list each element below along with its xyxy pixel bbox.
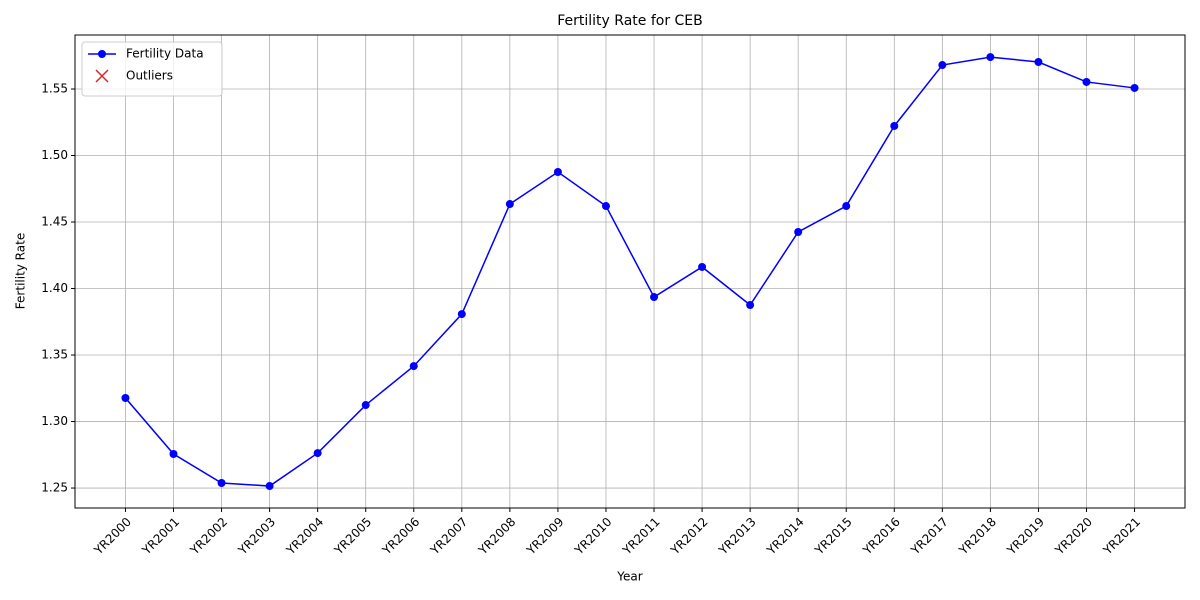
- y-tick-label: 1.45: [41, 215, 68, 229]
- x-tick-label: YR2004: [283, 515, 326, 558]
- x-tick-label: YR2000: [91, 515, 134, 558]
- x-tick-label: YR2018: [956, 515, 999, 558]
- y-axis-label: Fertility Rate: [14, 233, 28, 309]
- marker: [95, 69, 109, 83]
- marker: [842, 202, 851, 211]
- marker: [746, 301, 755, 310]
- legend-label: Fertility Data: [126, 47, 204, 61]
- chart-title: Fertility Rate for CEB: [557, 13, 703, 29]
- legend-box: [81, 41, 223, 97]
- marker: [1130, 83, 1139, 92]
- x-tick-label: YR2002: [187, 515, 230, 558]
- y-tick-label: 1.25: [41, 481, 68, 495]
- legend-marker: [95, 69, 109, 83]
- marker: [457, 310, 466, 319]
- x-tick-label: YR2010: [571, 515, 614, 558]
- x-tick-label: YR2001: [139, 515, 182, 558]
- marker: [890, 121, 899, 130]
- x-tick-label: YR2020: [1052, 515, 1095, 558]
- marker: [121, 393, 130, 402]
- marker: [217, 478, 226, 487]
- x-tick-label: YR2015: [812, 515, 855, 558]
- x-tick-label: YR2003: [235, 515, 278, 558]
- y-tick-label: 1.30: [41, 414, 68, 428]
- y-tick-label: 1.50: [41, 148, 68, 162]
- x-tick-label: YR2005: [331, 515, 374, 558]
- marker: [794, 227, 803, 236]
- marker: [505, 200, 514, 209]
- marker: [601, 202, 610, 211]
- x-tick-label: YR2017: [908, 515, 951, 558]
- x-tick-label: YR2019: [1004, 515, 1047, 558]
- x-tick-label: YR2007: [427, 515, 470, 558]
- y-tick-label: 1.35: [41, 348, 68, 362]
- legend-label: Outliers: [126, 69, 173, 83]
- x-tick-label: YR2006: [379, 515, 422, 558]
- y-tick-label: 1.55: [41, 82, 68, 96]
- marker: [1082, 77, 1091, 86]
- marker: [1034, 58, 1043, 67]
- marker: [698, 262, 707, 271]
- x-tick-label: YR2014: [763, 515, 806, 558]
- marker: [313, 449, 322, 458]
- y-tick-label: 1.40: [41, 281, 68, 295]
- marker: [98, 50, 106, 58]
- x-tick-label: YR2021: [1100, 515, 1143, 558]
- x-tick-label: YR2016: [860, 515, 903, 558]
- marker: [361, 401, 370, 410]
- x-tick-label: YR2011: [619, 515, 662, 558]
- x-axis-label: Year: [616, 570, 642, 584]
- x-tick-label: YR2009: [523, 515, 566, 558]
- marker: [986, 53, 995, 62]
- x-tick-label: YR2012: [667, 515, 710, 558]
- series-line: [124, 56, 1135, 487]
- marker: [553, 168, 562, 177]
- marker: [409, 362, 418, 371]
- plot-frame: [74, 34, 1186, 509]
- x-tick-label: YR2008: [475, 515, 518, 558]
- legend-marker: [98, 50, 106, 58]
- marker: [938, 61, 947, 70]
- x-tick-label: YR2013: [715, 515, 758, 558]
- marker: [650, 293, 659, 302]
- marker: [169, 449, 178, 458]
- marker: [265, 482, 274, 491]
